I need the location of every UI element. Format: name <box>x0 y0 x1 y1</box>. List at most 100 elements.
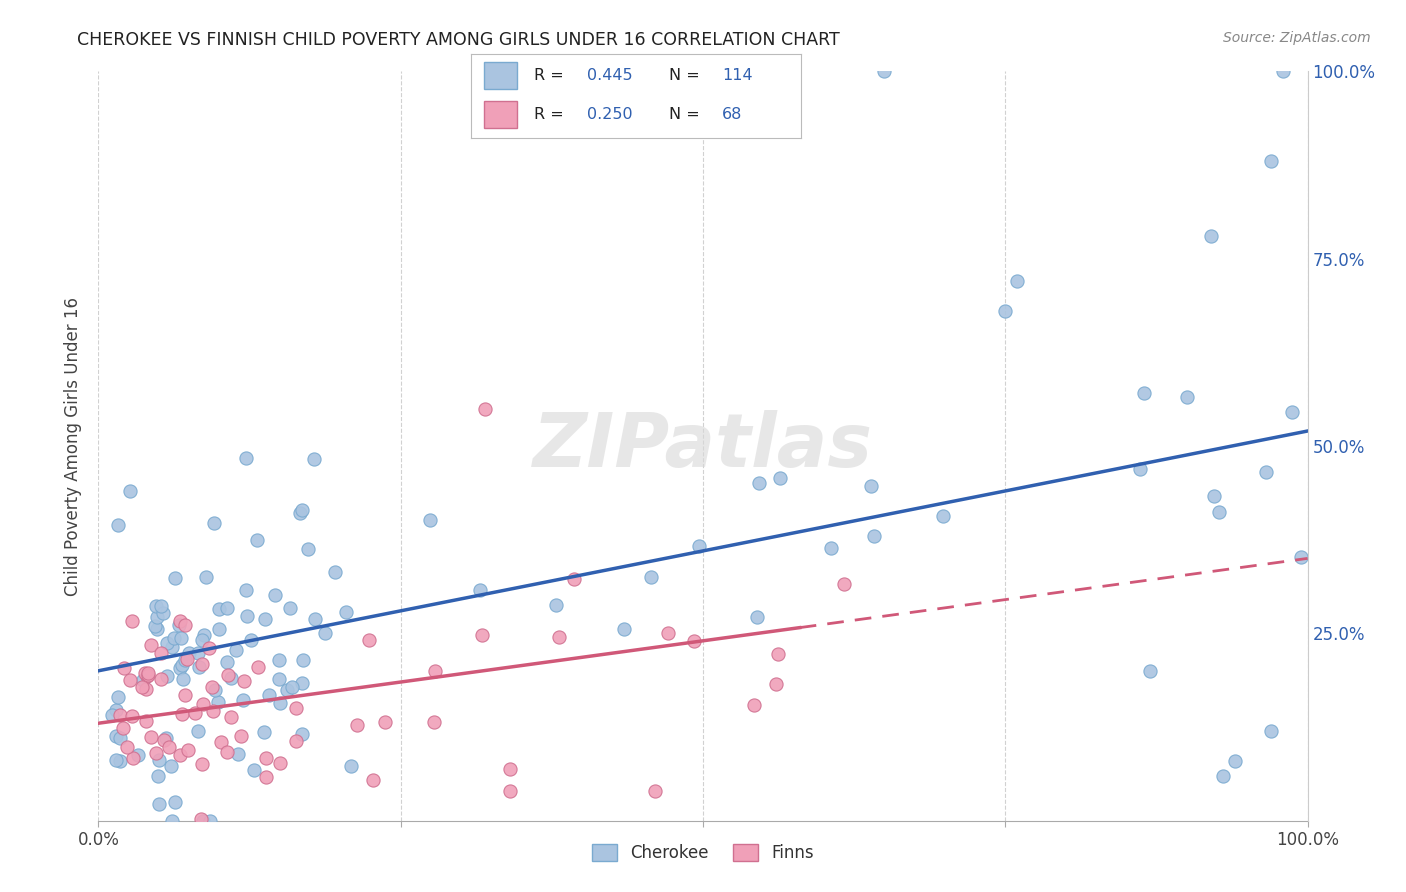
Text: R =: R = <box>534 68 568 83</box>
Point <box>121 614 143 628</box>
Bar <box>484 101 517 128</box>
Point <box>1289 549 1312 564</box>
Point <box>562 572 585 586</box>
Point <box>419 513 441 527</box>
Point <box>291 727 314 741</box>
Point <box>657 626 679 640</box>
Point <box>613 622 636 636</box>
Point <box>1133 385 1156 400</box>
Point <box>195 570 218 584</box>
Point <box>148 797 170 812</box>
Point <box>150 646 173 660</box>
Point <box>292 653 315 667</box>
Point <box>159 759 181 773</box>
Point <box>291 503 314 517</box>
Point <box>131 681 153 695</box>
Point <box>139 638 162 652</box>
Point <box>994 304 1017 318</box>
Point <box>235 451 257 466</box>
Point <box>146 622 169 636</box>
Point <box>267 672 290 686</box>
Point <box>217 655 239 669</box>
Point <box>217 601 239 615</box>
Point <box>1208 505 1230 519</box>
Point <box>860 479 883 493</box>
Point <box>132 673 155 687</box>
Point <box>683 633 706 648</box>
Point <box>139 730 162 744</box>
Point <box>190 657 212 671</box>
Point <box>471 627 494 641</box>
Point <box>107 517 129 532</box>
Point <box>302 452 325 467</box>
Text: 0.445: 0.445 <box>586 68 633 83</box>
Point <box>423 664 446 678</box>
Point <box>170 632 193 646</box>
Point <box>1007 274 1029 288</box>
Point <box>291 676 314 690</box>
Point <box>1272 64 1295 78</box>
Point <box>359 632 381 647</box>
Point <box>110 731 132 746</box>
Point <box>145 619 167 633</box>
Text: 114: 114 <box>723 68 752 83</box>
Point <box>165 571 187 585</box>
Text: CHEROKEE VS FINNISH CHILD POVERTY AMONG GIRLS UNDER 16 CORRELATION CHART: CHEROKEE VS FINNISH CHILD POVERTY AMONG … <box>77 31 839 49</box>
Point <box>235 608 257 623</box>
Point <box>742 698 765 713</box>
Point <box>1223 754 1246 768</box>
Point <box>232 674 254 689</box>
Point <box>172 672 194 686</box>
Point <box>346 718 368 732</box>
Point <box>745 610 768 624</box>
Point <box>174 618 197 632</box>
Bar <box>484 62 517 89</box>
Point <box>198 814 221 828</box>
Text: N =: N = <box>669 68 706 83</box>
Point <box>217 668 239 682</box>
Point <box>207 694 229 708</box>
Point <box>240 632 263 647</box>
Point <box>193 697 215 711</box>
Point <box>1260 723 1282 738</box>
Point <box>208 622 231 636</box>
Point <box>169 748 191 763</box>
Point <box>152 607 174 621</box>
Point <box>1281 404 1303 418</box>
Point <box>174 653 197 667</box>
Point <box>1254 465 1277 479</box>
Point <box>335 605 357 619</box>
Point <box>162 814 184 828</box>
Point <box>499 762 522 776</box>
Point <box>832 577 855 591</box>
Point <box>148 752 170 766</box>
Point <box>269 696 291 710</box>
Y-axis label: Child Poverty Among Girls Under 16: Child Poverty Among Girls Under 16 <box>63 296 82 596</box>
Point <box>688 539 710 553</box>
Text: R =: R = <box>534 107 568 122</box>
Point <box>191 633 214 648</box>
Point <box>932 509 955 524</box>
Point <box>135 714 157 728</box>
Point <box>138 666 160 681</box>
Point <box>202 516 225 530</box>
Point <box>101 708 124 723</box>
Point <box>172 706 194 721</box>
Point <box>297 542 319 557</box>
Point <box>374 714 396 729</box>
Point <box>288 506 311 520</box>
Point <box>157 739 180 754</box>
Point <box>104 753 127 767</box>
Point <box>110 707 132 722</box>
Point <box>135 682 157 697</box>
Point <box>146 769 169 783</box>
Point <box>165 795 187 809</box>
Point <box>117 739 139 754</box>
Text: 0.250: 0.250 <box>586 107 633 122</box>
Point <box>269 756 291 770</box>
Point <box>257 688 280 702</box>
Point <box>169 615 191 629</box>
Point <box>253 725 276 739</box>
Point <box>190 812 212 826</box>
Point <box>122 751 145 765</box>
